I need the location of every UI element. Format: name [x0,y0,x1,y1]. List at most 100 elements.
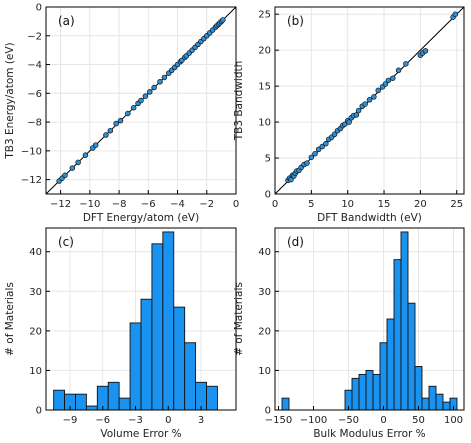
x-tick-label: 3 [198,415,204,426]
panel-a: −12 −10 −8 −6 −4 −2 0 −12 −10 −8 −6 −4 −2 0 DFT Energy… [4,3,239,225]
y-axis-label: TB3 Energy/atom (eV) [4,42,16,159]
histogram-bar [351,377,360,411]
x-tick-label: −9 [63,415,78,426]
y-tick-label: 10 [29,366,42,377]
scatter-point [62,172,68,179]
y-tick-label: 30 [29,287,42,298]
y-tick-label: −2 [27,31,42,42]
x-tick-label: 15 [378,199,391,210]
plot-frame [274,227,465,411]
x-axis-label: DFT Energy/atom (eV) [83,212,199,224]
x-axis-label: Bulk Modulus Error % [313,428,425,440]
scatter-point [103,132,109,138]
x-tick-label: 5 [308,199,314,210]
y-tick-label: −12 [21,175,42,186]
x-tick-label: 20 [414,199,427,210]
histogram-bar [281,397,290,411]
x-tick-label: −3 [128,415,143,426]
y-tick-label: 0 [265,406,271,417]
panel-label: (d) [287,235,304,249]
scatter-point [385,77,392,84]
histogram-bar [400,231,409,411]
scatter-point [403,61,409,67]
scatter-point [69,165,76,171]
x-tick-label: −8 [112,199,127,210]
y-axis-label: # of Materials [233,282,245,356]
x-tick-label: 10 [341,199,354,210]
histogram-bar [206,385,218,411]
histogram-bar [393,259,402,411]
y-tick-label: 5 [265,154,271,165]
histogram-bar [85,405,98,411]
x-tick-label: 50 [412,415,425,426]
scatter-point [331,131,338,138]
y-axis-label: # of Materials [4,282,16,356]
scatter-point [371,94,377,100]
x-tick-label: 100 [444,415,463,426]
scatter-point [390,75,396,81]
scatter-point [452,11,459,17]
scatter-point [315,146,322,153]
scatter-point [312,150,318,157]
scatter-point [353,112,360,118]
scatter-point [107,127,114,134]
histogram-bar [442,401,451,411]
scatter-point [220,17,226,23]
y-tick-label: 20 [258,326,271,337]
scatter-point [395,67,402,74]
histogram-bar [53,389,66,411]
y-tick-label: 10 [258,366,271,377]
panel-label: (c) [58,235,74,249]
x-tick-label: −10 [79,199,100,210]
scatter-point [323,140,329,147]
histogram-bar [129,322,142,411]
x-tick-label: −100 [300,415,327,426]
scatter-point [130,104,137,111]
histogram-bar [195,381,207,411]
x-tick-label: −150 [265,415,292,426]
scatter-point [161,74,168,81]
x-tick-label: 0 [165,415,171,426]
y-tick-label: 0 [265,190,271,201]
y-tick-label: −8 [27,118,42,129]
histogram-bar [118,397,131,411]
scatter-point [319,143,326,150]
plot-frame [274,6,465,195]
histogram-bar [140,298,153,411]
histogram-bar [358,373,367,411]
scatter-point [304,160,310,166]
scatter-point [308,154,315,161]
histogram-bar [421,397,430,411]
x-tick-label: 0 [272,199,278,210]
scatter-point [355,107,362,114]
scatter-point [375,87,381,94]
scatter-point [113,120,119,127]
histogram-bar [414,366,423,411]
y-tick-label: 0 [36,3,42,14]
histogram-bar [407,302,416,411]
y-tick-label: −10 [21,146,42,157]
y-tick-label: 40 [29,247,42,258]
y-tick-label: −4 [27,60,42,71]
histogram-bar [162,231,175,411]
x-tick-label: −50 [338,415,359,426]
scatter-point [142,93,149,99]
y-tick-label: 25 [258,10,271,21]
scatter-point [342,121,348,127]
histogram-bar [386,318,395,411]
histogram-bar [372,373,381,411]
scatter-point [117,117,124,124]
y-tick-label: −6 [27,89,42,100]
histogram-bar [365,369,374,411]
scatter-point [422,48,429,54]
x-tick-label: −12 [50,199,71,210]
scatter-point [382,81,389,87]
x-tick-label: −2 [199,199,214,210]
x-axis-label: DFT Bandwidth (eV) [317,212,422,224]
x-tick-label: −6 [141,199,156,210]
y-tick-label: 20 [29,326,42,337]
y-tick-label: 30 [258,287,271,298]
x-tick-label: −4 [170,199,185,210]
